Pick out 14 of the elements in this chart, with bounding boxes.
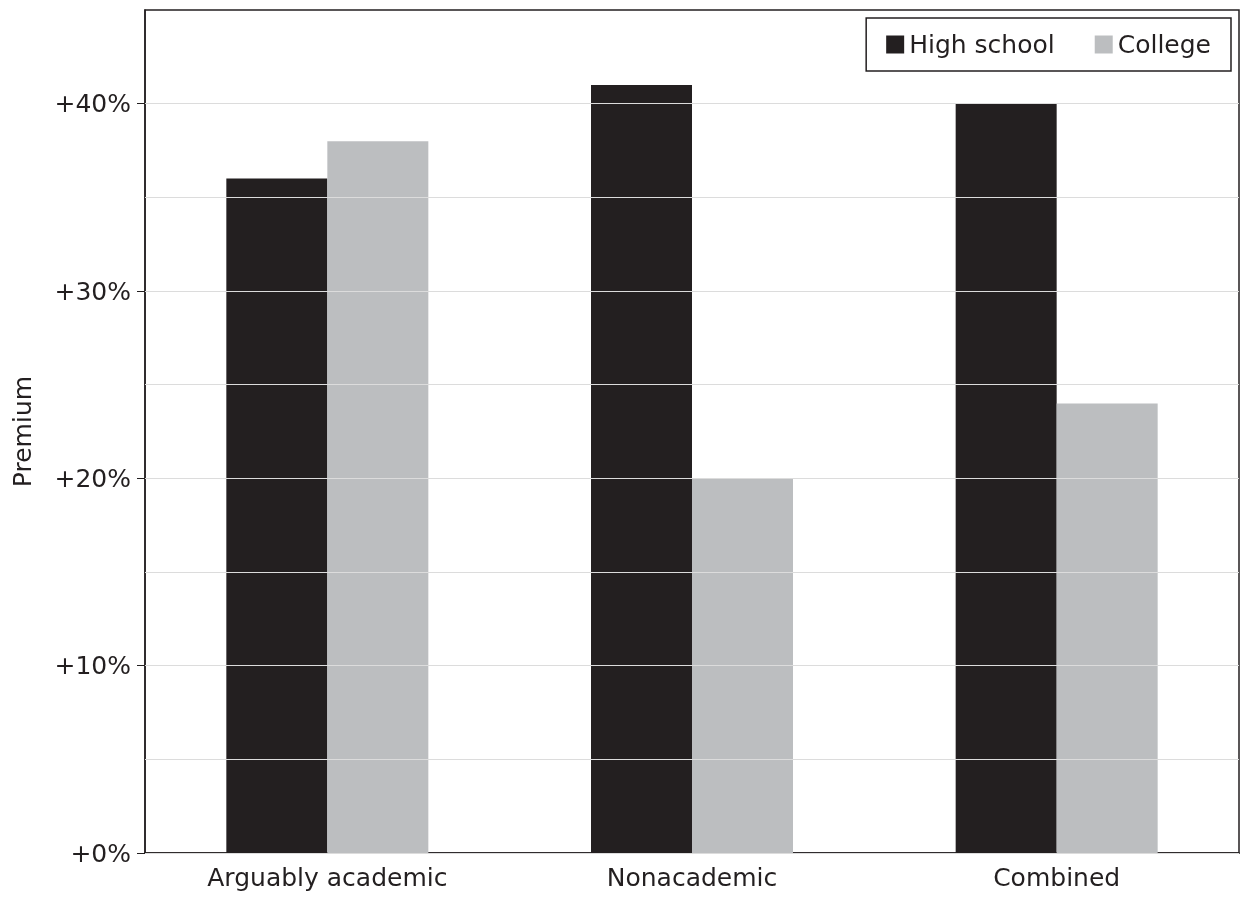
y-tick-label: +30% (54, 276, 131, 306)
x-tick-label: Combined (993, 863, 1121, 892)
bar (327, 141, 429, 853)
y-tick-label: +0% (70, 838, 131, 868)
x-tick-label: Arguably academic (207, 863, 448, 892)
bar (1056, 403, 1158, 853)
bar (692, 478, 793, 853)
y-tick-label: +20% (54, 463, 131, 493)
y-tick-label: +10% (54, 651, 131, 681)
y-tick-label: +40% (54, 89, 131, 119)
y-axis-title: Premium (8, 375, 37, 488)
legend-label: College (1117, 30, 1212, 59)
x-tick-label: Nonacademic (606, 863, 778, 892)
legend-label: High school (909, 30, 1055, 59)
